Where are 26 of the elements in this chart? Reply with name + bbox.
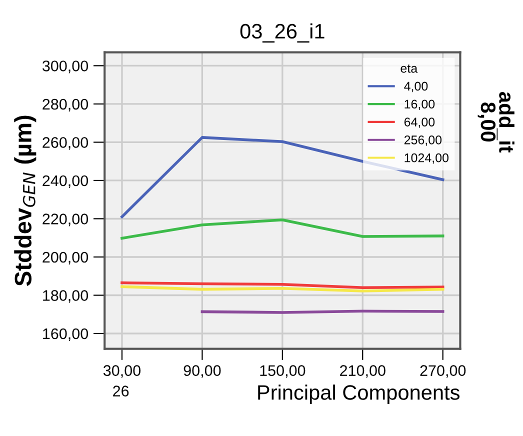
x-tick-label: 90,00	[184, 365, 221, 378]
y-tick-label: 260,00	[42, 137, 88, 150]
y-tick-label: 280,00	[42, 98, 88, 112]
y-tick-label: 300,00	[42, 60, 88, 74]
chart-title: 03_26_i1	[240, 23, 324, 43]
x-axis-title: Principal Components	[258, 384, 460, 404]
y-tick-label: 200,00	[42, 252, 88, 264]
y-tick-label: 240,00	[42, 175, 88, 188]
legend-label: 256,00	[404, 136, 442, 146]
y-tick-label: 180,00	[43, 290, 88, 303]
legend-label: 4,00	[404, 82, 428, 92]
x-tick-label: 150,00	[260, 365, 306, 378]
legend-title: eta	[400, 64, 418, 73]
text: 8,00	[478, 102, 496, 142]
x-tick-label: 30,00	[103, 365, 140, 378]
x-tick-label: 270,00	[420, 365, 466, 378]
legend-label: 16,00	[404, 100, 435, 110]
text: 26	[113, 386, 129, 396]
text: add_it	[496, 92, 514, 153]
line-series	[120, 218, 444, 240]
legend-label: 1024,00	[404, 153, 449, 164]
y-tick-label: 160,00	[43, 328, 88, 341]
x-tick-label: 210,00	[340, 365, 386, 378]
legend-label: 64,00	[404, 118, 435, 128]
y-axis-title: Stddev$_{GEN}$ (µm)	[14, 116, 36, 286]
y-tick-label: 220,00	[42, 214, 88, 226]
